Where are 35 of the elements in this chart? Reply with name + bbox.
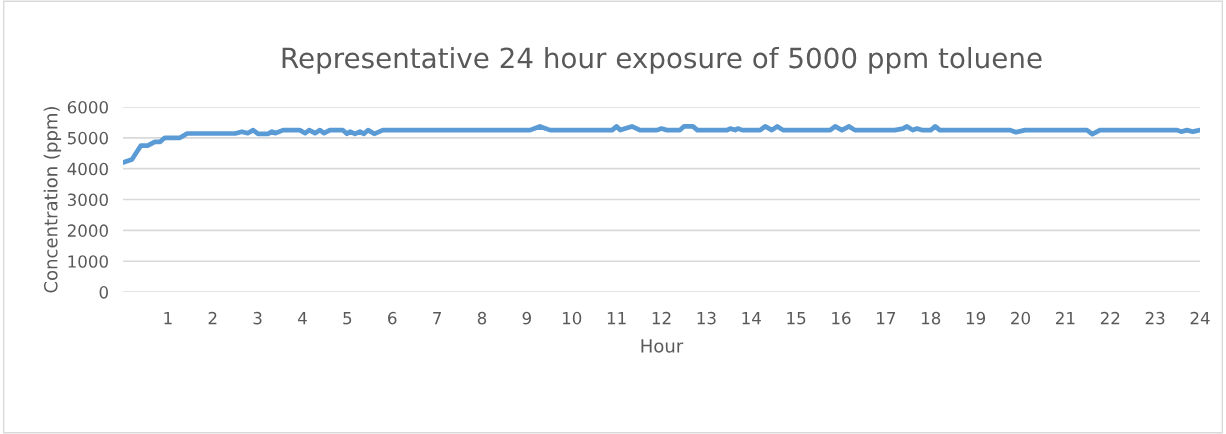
x-axis-title: Hour — [641, 339, 684, 353]
x-tick-label: 20 — [1011, 311, 1030, 325]
y-tick-label: 5000 — [67, 131, 108, 145]
chart-title: Representative 24 hour exposure of 5000 ppm toluene — [282, 46, 1042, 74]
x-tick-label: 6 — [388, 311, 397, 325]
x-tick-label: 23 — [1145, 311, 1165, 325]
y-tick-label: 6000 — [67, 100, 108, 114]
x-tick-label: 15 — [787, 312, 806, 325]
x-tick-label: 5 — [343, 312, 352, 325]
x-tick-label: 7 — [433, 312, 441, 325]
x-tick-label: 21 — [1056, 311, 1075, 325]
x-tick-label: 9 — [522, 311, 531, 325]
y-tick-label: 0 — [99, 286, 108, 299]
x-tick-label: 3 — [253, 311, 262, 325]
x-tick-label: 8 — [477, 311, 487, 325]
x-tick-label: 18 — [921, 311, 941, 325]
y-tick-label: 3000 — [67, 193, 108, 207]
y-tick-label: 1000 — [68, 255, 108, 268]
x-tick-label: 10 — [562, 311, 582, 325]
x-tick-label: 12 — [652, 311, 671, 325]
x-tick-label: 2 — [208, 311, 217, 325]
x-tick-label: 13 — [697, 311, 716, 325]
y-tick-label: 2000 — [67, 224, 108, 237]
x-tick-label: 14 — [742, 312, 761, 325]
y-axis-title: Concentration (ppm) — [43, 107, 62, 293]
x-tick-label: 24 — [1190, 311, 1210, 325]
x-tick-label: 17 — [877, 312, 896, 325]
x-tick-label: 11 — [607, 312, 626, 325]
x-tick-label: 22 — [1100, 311, 1120, 325]
y-tick-label: 4000 — [67, 162, 108, 176]
x-tick-label: 4 — [297, 312, 307, 325]
x-tick-label: 1 — [164, 312, 172, 325]
x-tick-label: 19 — [966, 311, 986, 325]
line-series — [122, 124, 1201, 165]
x-tick-label: 16 — [832, 311, 851, 325]
